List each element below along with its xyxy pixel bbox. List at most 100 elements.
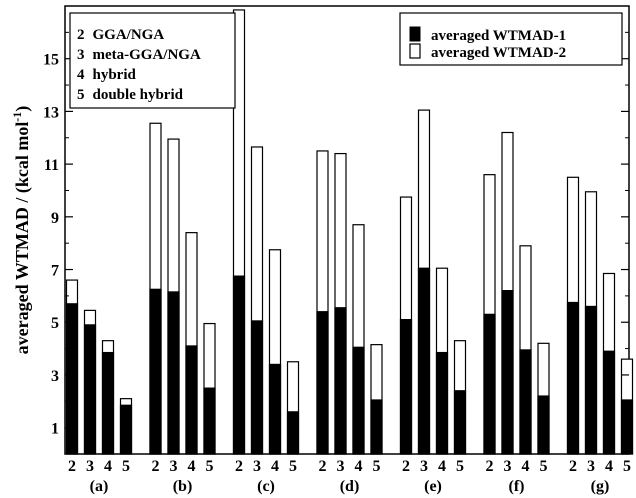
bar-wtmad1-a-5 [119,404,133,455]
legend-type-3-num: 3 [77,47,85,63]
x-sublabel-a-4: 4 [104,458,112,475]
bar-wtmad1-e-4 [435,351,449,455]
y-tick-label-15: 15 [43,52,59,69]
legend-functional-types-box [69,12,236,109]
x-sublabel-f-4: 4 [522,458,530,475]
bar-wtmad1-e-5 [453,390,467,455]
x-sublabel-f-3: 3 [504,458,512,475]
bar-wtmad1-e-2 [399,319,413,455]
plot-frame [64,5,630,455]
bar-wtmad1-f-4 [519,349,532,455]
y-axis-title-sup: -1 [10,112,24,122]
legend-type-4: 4 hybrid [77,67,137,83]
bar-wtmad1-d-4 [352,346,365,455]
bar-wtmad1-b-2 [149,288,162,455]
x-sublabel-c-2: 2 [235,458,243,475]
x-sublabel-e-2: 2 [402,458,410,475]
legend-swatch-wtmad-1 [409,26,421,42]
x-sublabel-g-5: 5 [623,458,631,475]
bar-wtmad1-d-2 [316,311,329,455]
bar-wtmad1-a-3 [83,324,97,455]
bar-wtmad1-b-5 [203,387,216,455]
bar-wtmad1-c-4 [268,363,282,455]
bar-wtmad1-g-4 [602,350,616,455]
y-axis-title-close: ) [12,106,33,112]
x-group-label-a: (a) [90,478,109,495]
legend-type-3-text: meta-GGA/NGA [93,47,201,63]
bar-wtmad1-g-3 [584,305,598,455]
bar-wtmad1-c-5 [286,411,300,455]
y-tick-label-5: 5 [51,315,59,332]
y-tick-label-13: 13 [43,104,59,121]
legend-type-5: 5 double hybrid [77,87,184,103]
x-group-label-f: (f) [509,478,525,495]
legend-type-5-num: 5 [77,87,85,103]
legend-type-2: 2 GGA/NGA [77,27,164,43]
legend-type-4-text: hybrid [93,67,137,83]
x-sublabel-f-2: 2 [486,458,494,475]
y-axis-title: averaged WTMAD / (kcal mol-1) [10,106,33,355]
y-tick-label-1: 1 [51,421,59,438]
legend-type-5-text: double hybrid [93,87,184,103]
bar-wtmad1-b-4 [185,345,198,455]
bar-wtmad1-d-5 [370,399,383,455]
bar-wtmad1-b-3 [167,291,180,455]
x-sublabel-d-4: 4 [355,458,363,475]
x-group-label-e: (e) [424,478,442,495]
legend-series: averaged WTMAD-1 averaged WTMAD-2 [399,12,623,66]
x-sublabel-d-3: 3 [337,458,345,475]
legend-type-4-num: 4 [77,67,85,83]
bar-wtmad1-g-2 [566,301,580,455]
x-sublabel-a-5: 5 [122,458,130,475]
x-sublabel-d-2: 2 [319,458,327,475]
y-tick-label-11: 11 [44,157,59,174]
x-group-label-b: (b) [173,478,193,495]
x-sublabel-a-3: 3 [86,458,94,475]
x-sublabel-c-4: 4 [271,458,279,475]
x-sublabel-b-3: 3 [170,458,178,475]
legend-type-3: 3 meta-GGA/NGA [77,47,201,63]
x-sublabel-e-3: 3 [420,458,428,475]
bar-wtmad1-f-3 [501,290,514,455]
bar-wtmad1-c-3 [250,320,264,455]
x-sublabel-b-4: 4 [188,458,196,475]
x-sublabel-g-2: 2 [569,458,577,475]
y-axis-title-main: averaged WTMAD / (kcal mol [12,122,33,355]
bar-wtmad1-a-4 [101,351,115,455]
bar-wtmad1-g-5 [620,399,634,455]
x-sublabel-d-5: 5 [373,458,381,475]
legend-functional-types: 2 GGA/NGA 3 meta-GGA/NGA 4 hybrid 5 double h… [69,12,236,109]
bar-wtmad1-a-2 [65,303,79,455]
bar-wtmad1-f-2 [483,313,496,455]
legend-label-wtmad-1: averaged WTMAD-1 [431,28,566,44]
x-group-label-d: (d) [340,478,360,495]
legend-swatch-wtmad-2 [409,43,421,59]
y-tick-label-7: 7 [51,263,59,280]
x-sublabel-e-5: 5 [456,458,464,475]
x-group-label-g: (g) [591,478,610,495]
x-sublabel-f-5: 5 [540,458,548,475]
x-sublabel-b-5: 5 [206,458,214,475]
legend-type-2-text: GGA/NGA [93,27,165,43]
bar-wtmad1-f-5 [537,395,550,455]
x-sublabel-c-3: 3 [253,458,261,475]
x-sublabel-g-3: 3 [587,458,595,475]
bar-wtmad1-d-3 [334,307,347,455]
legend-label-wtmad-2: averaged WTMAD-2 [431,45,566,61]
bars-layer [65,9,634,455]
x-sublabel-g-4: 4 [605,458,613,475]
x-axis: 2 3 4 5(a)2 3 4 5(b)2 3 4 5(c)2 3 4 5(d)2 3 4 5(e)2 3 4 5(… [68,458,631,495]
legend-type-2-num: 2 [77,27,85,43]
y-tick-label-9: 9 [51,210,59,227]
y-tick-label-3: 3 [51,368,59,385]
bar-wtmad1-c-2 [232,275,246,455]
bar-wtmad1-e-3 [417,267,431,455]
x-sublabel-e-4: 4 [438,458,446,475]
x-sublabel-c-5: 5 [289,458,297,475]
x-group-label-c: (c) [257,478,275,495]
x-sublabel-a-2: 2 [68,458,76,475]
x-sublabel-b-2: 2 [152,458,160,475]
legend-series-box [399,12,623,66]
